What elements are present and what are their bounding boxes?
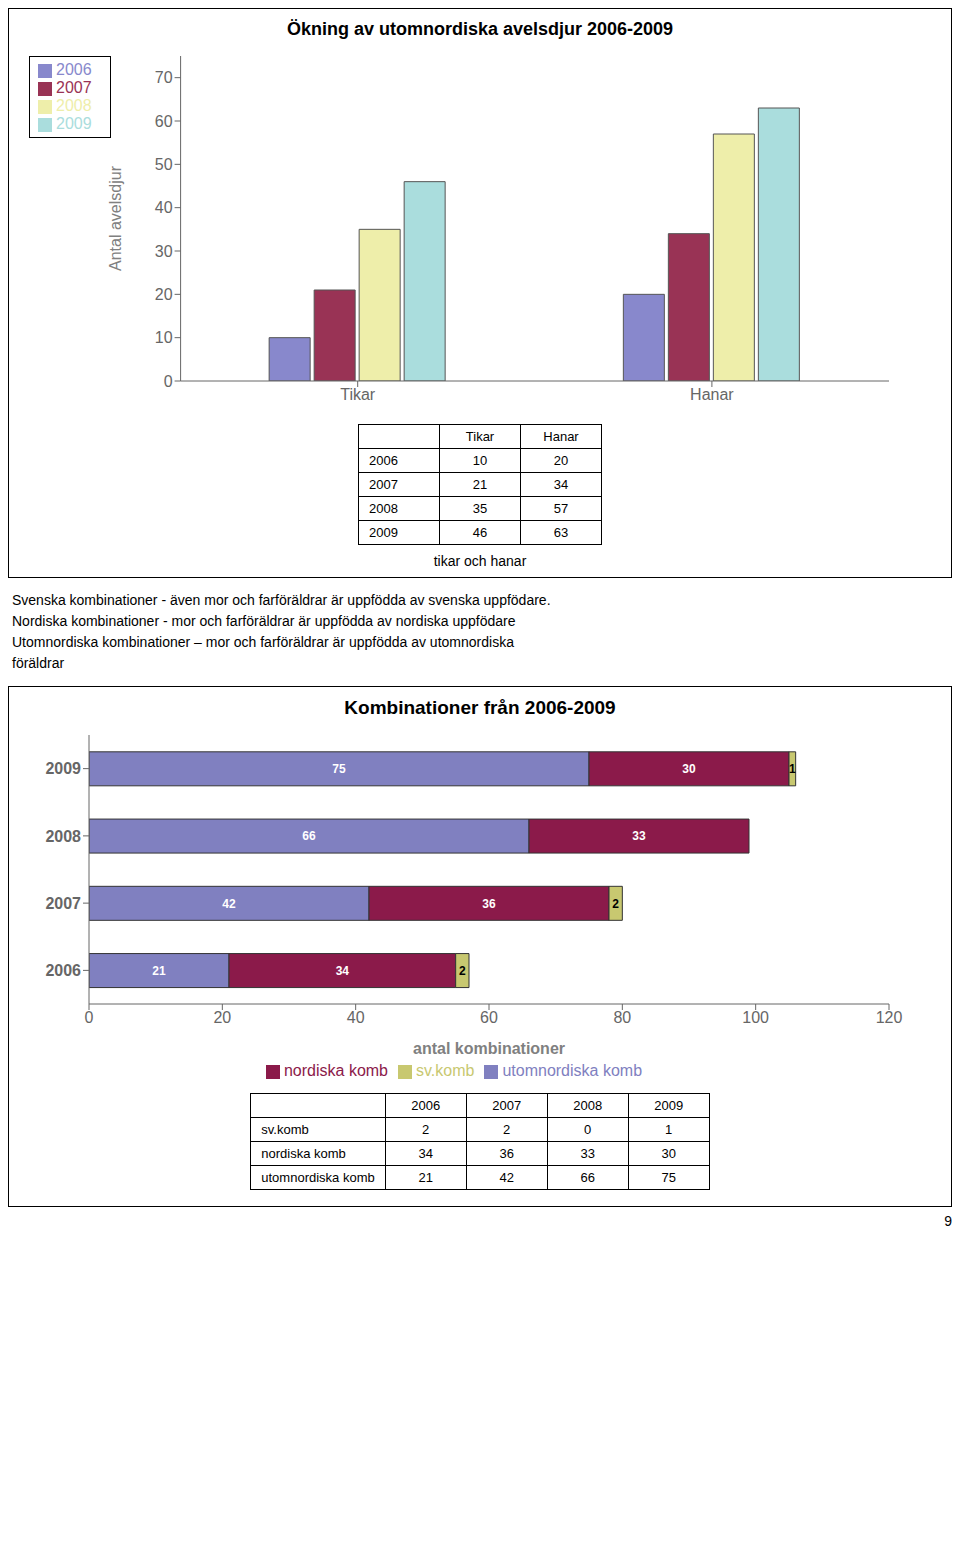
html-text:nordiska komb: nordiska komb — [284, 1062, 388, 1079]
html-text:2006: 2006 — [56, 61, 92, 78]
html-text:2009: 2009 — [56, 115, 92, 132]
html-text:Utomnordiska kombinationer – m: Utomnordiska kombinationer – mor och far… — [12, 634, 514, 650]
svg-text:60: 60 — [155, 113, 173, 130]
html-text:2007: 2007 — [492, 1098, 522, 1113]
html-text:utomnordiska komb: utomnordiska komb — [261, 1170, 375, 1185]
svg-text:2: 2 — [459, 964, 466, 978]
svg-text:75: 75 — [332, 762, 346, 776]
html-text:utomnordiska komb: utomnordiska komb — [502, 1062, 642, 1079]
html-text:Kombinationer från 2006-2009: Kombinationer från 2006-2009 — [344, 697, 616, 718]
svg-text:Antal avelsdjur: Antal avelsdjur — [107, 165, 124, 271]
html-text:2006: 2006 — [411, 1098, 441, 1113]
svg-text:2008: 2008 — [45, 828, 81, 845]
svg-text:50: 50 — [155, 156, 173, 173]
svg-text:2009: 2009 — [45, 760, 81, 777]
svg-text:100: 100 — [742, 1009, 769, 1026]
html-text:42: 42 — [499, 1170, 514, 1185]
html-text:2006: 2006 — [369, 453, 398, 468]
svg-text:0: 0 — [85, 1009, 94, 1026]
html-text:nordiska komb: nordiska komb — [261, 1146, 346, 1161]
svg-text:Hanar: Hanar — [690, 386, 734, 403]
svg-text:20: 20 — [155, 286, 173, 303]
svg-text:120: 120 — [876, 1009, 903, 1026]
html-text:57: 57 — [553, 501, 569, 516]
html-text:0: 0 — [584, 1122, 592, 1137]
html-text:2008: 2008 — [56, 97, 92, 114]
html-text:2: 2 — [422, 1122, 430, 1137]
html-text:21: 21 — [418, 1170, 433, 1185]
svg-text:antal kombinationer: antal kombinationer — [413, 1040, 565, 1057]
html-text:66: 66 — [580, 1170, 595, 1185]
html-text:sv.komb: sv.komb — [261, 1122, 309, 1137]
html-text:75: 75 — [661, 1170, 676, 1185]
html-text:Tikar: Tikar — [465, 429, 495, 444]
svg-text:66: 66 — [302, 829, 316, 843]
svg-text:2006: 2006 — [45, 962, 81, 979]
svg-text:21: 21 — [152, 964, 166, 978]
html-text:34: 34 — [418, 1146, 433, 1161]
svg-text:42: 42 — [222, 897, 236, 911]
svg-text:20: 20 — [213, 1009, 231, 1026]
html-text:Nordiska kombinationer - mor o: Nordiska kombinationer - mor och farförä… — [12, 613, 516, 629]
svg-text:1: 1 — [789, 762, 796, 776]
html-text:2008: 2008 — [369, 501, 398, 516]
html-text:33: 33 — [580, 1146, 595, 1161]
html-text:9: 9 — [944, 1213, 952, 1229]
svg-text:36: 36 — [482, 897, 496, 911]
svg-text:2007: 2007 — [45, 895, 81, 912]
svg-text:10: 10 — [155, 329, 173, 346]
html-text:2009: 2009 — [369, 525, 398, 540]
html-text:2009: 2009 — [654, 1098, 684, 1113]
html-text:1: 1 — [665, 1122, 673, 1137]
html-text:46: 46 — [472, 525, 488, 540]
html-text:Svenska kombinationer - även m: Svenska kombinationer - även mor och far… — [12, 592, 551, 608]
svg-text:70: 70 — [155, 69, 173, 86]
html-text:2: 2 — [503, 1122, 511, 1137]
svg-text:2: 2 — [612, 897, 619, 911]
html-text:63: 63 — [553, 525, 569, 540]
html-text:20: 20 — [553, 453, 569, 468]
html-text:2008: 2008 — [573, 1098, 603, 1113]
svg-text:0: 0 — [164, 373, 173, 390]
svg-text:30: 30 — [155, 243, 173, 260]
svg-text:Tikar: Tikar — [340, 386, 376, 403]
html-text:36: 36 — [499, 1146, 514, 1161]
html-text:10: 10 — [472, 453, 488, 468]
svg-text:30: 30 — [682, 762, 696, 776]
html-text:2007: 2007 — [56, 79, 92, 96]
html-text:tikar och hanar: tikar och hanar — [433, 553, 527, 569]
html-text:35: 35 — [472, 501, 488, 516]
html-text:34: 34 — [553, 477, 569, 492]
svg-text:40: 40 — [155, 199, 173, 216]
svg-text:40: 40 — [347, 1009, 365, 1026]
svg-text:34: 34 — [336, 964, 350, 978]
html-text:Hanar: Hanar — [543, 429, 579, 444]
html-text:föräldrar: föräldrar — [12, 655, 65, 671]
svg-text:33: 33 — [632, 829, 646, 843]
svg-text:60: 60 — [480, 1009, 498, 1026]
html-text:21: 21 — [472, 477, 488, 492]
html-text:Ökning av utomnordiska avelsdj: Ökning av utomnordiska avelsdjur 2006-20… — [286, 19, 674, 39]
svg-text:80: 80 — [613, 1009, 631, 1026]
html-text:30: 30 — [661, 1146, 676, 1161]
html-text:sv.komb: sv.komb — [416, 1062, 475, 1079]
html-text:2007: 2007 — [369, 477, 398, 492]
